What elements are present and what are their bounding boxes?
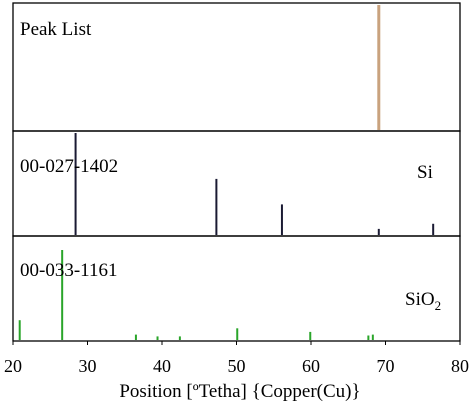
x-tick-label-2: 40: [153, 356, 171, 376]
phase-label-sio2-sub: 2: [435, 298, 442, 313]
x-tick-label-4: 60: [302, 356, 320, 376]
x-tick-label-1: 30: [79, 356, 97, 376]
phase-label-sio2-main: SiO: [405, 289, 435, 310]
x-tick-label-5: 70: [377, 356, 395, 376]
panel-frame-1: [12, 130, 461, 237]
panel-label-peak-list: Peak List: [20, 19, 92, 40]
x-axis-title: Position [ºTetha] {Copper(Cu)}: [119, 381, 360, 402]
x-tick-label-6: 80: [451, 356, 469, 376]
x-tick-label-0: 20: [4, 356, 22, 376]
phase-label-si: Si: [417, 162, 433, 183]
peaks-layer: [18, 5, 435, 340]
x-tick-labels: 20 30 40 50 60 70 80: [4, 341, 469, 376]
x-tick-label-3: 50: [228, 356, 246, 376]
panel-label-sio2-ref: 00-033-1161: [20, 260, 117, 281]
phase-label-sio2: SiO2: [405, 289, 441, 313]
panel-frame-2: [12, 235, 461, 342]
panel-label-si-ref: 00-027-1402: [20, 156, 118, 177]
